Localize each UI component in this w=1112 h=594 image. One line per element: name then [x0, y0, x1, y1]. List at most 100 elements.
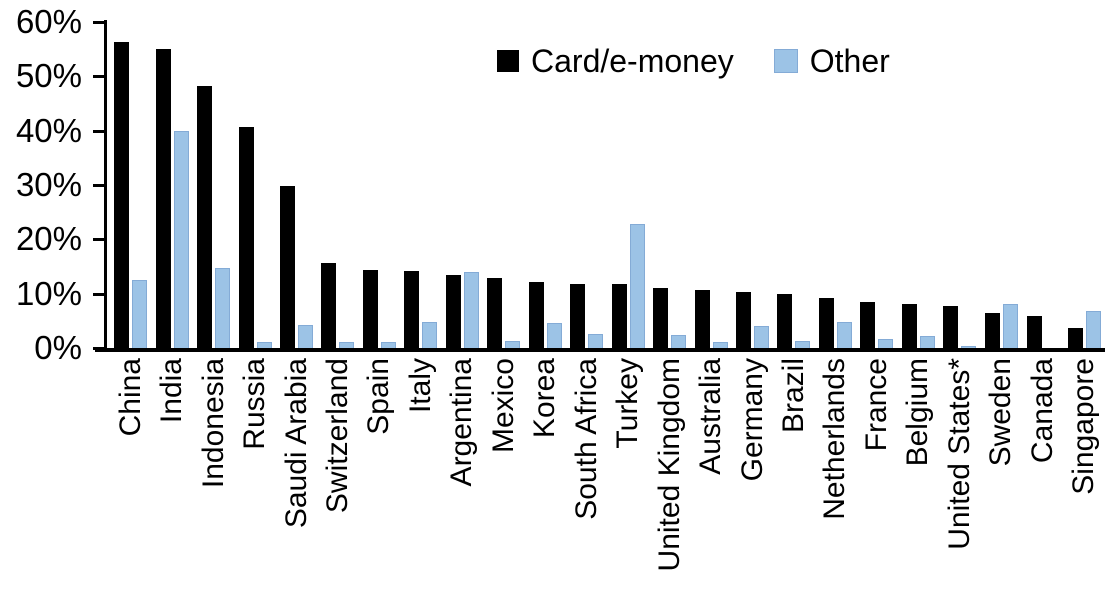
bar-card-e-money: [280, 185, 296, 348]
x-axis-category-label: Canada: [1025, 358, 1059, 464]
x-axis-category: Indonesia: [193, 358, 234, 488]
x-axis-category-label: South Africa: [569, 358, 603, 520]
legend-swatch-other: [773, 49, 798, 73]
bar-card-e-money: [362, 270, 378, 348]
bar-card-e-money: [943, 306, 959, 348]
legend-swatch-card-e-money: [497, 50, 519, 72]
bar-other: [712, 342, 728, 348]
x-axis-labels: China India Indonesia Russia Saudi Arabia Swi…: [110, 358, 1105, 571]
y-axis-tick: [93, 292, 105, 296]
x-axis-category: Saudi Arabia: [276, 358, 317, 528]
x-axis-category: Mexico: [483, 358, 524, 453]
legend-item-other: Other: [773, 43, 890, 79]
x-axis-category-label: Spain: [362, 358, 396, 435]
y-axis-tick-label: 50%: [15, 57, 82, 95]
bar-other: [754, 326, 770, 348]
bar-group: [898, 22, 939, 348]
bar-card-e-money: [694, 289, 710, 348]
y-axis-tick: [93, 75, 105, 79]
bar-group: [815, 22, 856, 348]
x-axis-category: South Africa: [566, 358, 607, 520]
x-axis-category: France: [856, 358, 897, 451]
bar-card-e-money: [114, 42, 130, 348]
x-axis-line: [95, 348, 1105, 352]
bar-card-e-money: [984, 312, 1000, 348]
y-axis-tick-label: 0%: [34, 329, 82, 366]
bar-other: [1085, 311, 1101, 348]
x-axis-category-label: Australia: [694, 358, 728, 475]
y-axis-tick-label: 30%: [15, 166, 82, 203]
x-axis-category-label: Italy: [403, 358, 437, 414]
x-axis-category: United Kingdom: [649, 358, 690, 571]
x-axis-category: Italy: [400, 358, 441, 413]
x-axis-category: Germany: [732, 358, 773, 481]
y-axis-tick-label: 60%: [15, 3, 82, 40]
bar-card-e-money: [487, 277, 503, 348]
chart-legend: Card/e-money Other: [497, 44, 890, 78]
x-axis-category: Sweden: [981, 358, 1022, 466]
bar-other: [795, 341, 811, 348]
x-axis-category-label: India: [155, 358, 189, 424]
bar-group: [1022, 22, 1063, 348]
bar-group: [690, 22, 731, 348]
bar-group: [525, 22, 566, 348]
x-axis-category: Switzerland: [317, 358, 358, 513]
x-axis-category-label: Turkey: [611, 358, 645, 449]
bar-card-e-money: [570, 283, 586, 348]
x-axis-category: Netherlands: [815, 358, 856, 520]
bar-other: [215, 267, 231, 348]
bar-card-e-money: [736, 291, 752, 348]
x-axis-category: Belgium: [898, 358, 939, 466]
bar-card-e-money: [197, 85, 213, 348]
x-axis-category-label: Russia: [238, 358, 272, 450]
bar-other: [629, 224, 645, 348]
y-axis-tick-label: 20%: [15, 220, 82, 258]
x-axis-category-label: Korea: [528, 358, 562, 439]
bar-group: [939, 22, 980, 348]
x-axis-category: Australia: [690, 358, 731, 475]
bar-card-e-money: [860, 301, 876, 348]
bar-group: [110, 22, 151, 348]
x-axis-category: Korea: [525, 358, 566, 438]
x-axis-category: Singapore: [1063, 358, 1104, 495]
y-axis-tick: [93, 21, 105, 24]
bar-other: [1002, 303, 1018, 348]
plot-area: [110, 22, 1105, 348]
bar-other: [339, 342, 355, 348]
legend-label-other: Other: [809, 43, 890, 79]
bar-group: [607, 22, 648, 348]
x-axis-category-label: Brazil: [776, 358, 810, 434]
bar-group: [234, 22, 275, 348]
bar-other: [380, 341, 396, 348]
x-axis-category-label: Netherlands: [818, 358, 852, 520]
bar-card-e-money: [445, 275, 461, 348]
bar-card-e-money: [404, 270, 420, 348]
bar-card-e-money: [611, 284, 627, 348]
y-axis-tick-label: 40%: [15, 111, 82, 149]
bar-card-e-money: [528, 281, 544, 348]
bar-other: [256, 341, 272, 348]
y-axis-tick: [93, 184, 105, 187]
bar-other: [422, 322, 438, 348]
bar-group: [856, 22, 897, 348]
bar-other: [505, 340, 521, 348]
bar-other: [298, 325, 314, 348]
x-axis-category-label: Indonesia: [196, 358, 230, 489]
bar-other: [919, 336, 935, 348]
x-axis-category-label: Switzerland: [320, 358, 354, 514]
x-axis-category: Spain: [359, 358, 400, 435]
bar-card-e-money: [653, 288, 669, 348]
x-axis-category: India: [151, 358, 192, 423]
x-axis-category-label: Mexico: [486, 358, 520, 454]
y-axis-tick: [93, 238, 105, 242]
bar-group: [442, 22, 483, 348]
bar-group: [566, 22, 607, 348]
bar-group: [773, 22, 814, 348]
bar-group: [359, 22, 400, 348]
x-axis-category-label: China: [113, 358, 147, 437]
x-axis-category: China: [110, 358, 151, 436]
bar-group: [151, 22, 192, 348]
x-axis-category-label: United States*: [942, 358, 976, 550]
bar-other: [546, 322, 562, 348]
